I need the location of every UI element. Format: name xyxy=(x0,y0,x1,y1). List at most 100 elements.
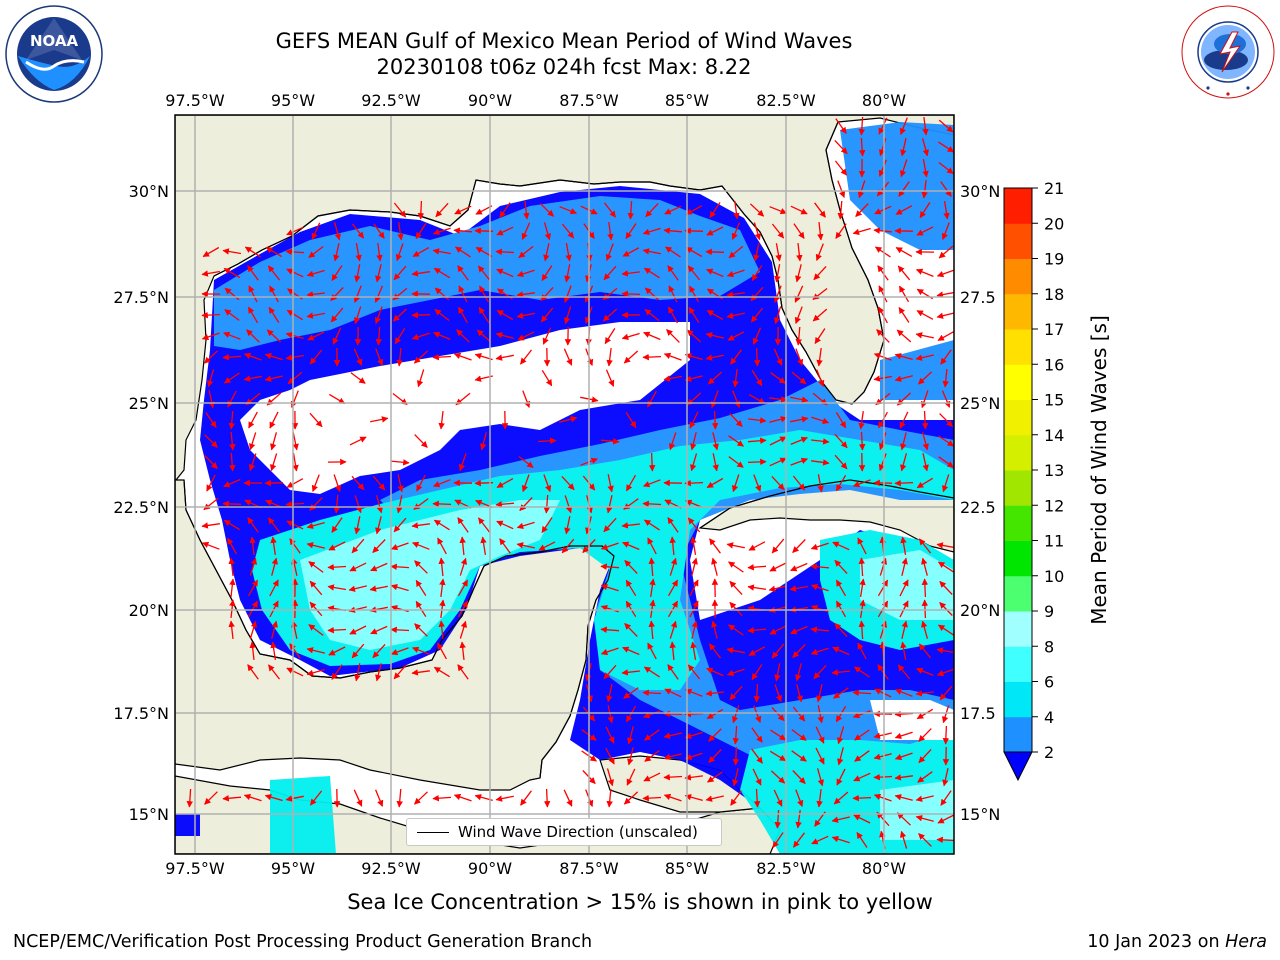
wind-wave-arrow xyxy=(773,789,783,807)
lat-label: 30°N xyxy=(129,182,169,201)
wind-wave-arrow xyxy=(832,646,850,656)
wind-wave-arrow xyxy=(604,328,616,345)
wind-wave-arrow xyxy=(438,557,445,577)
wind-wave-arrow xyxy=(831,835,850,844)
lat-label: 15°N xyxy=(960,805,1000,824)
wind-wave-arrow xyxy=(792,644,806,658)
wind-wave-arrow xyxy=(685,205,703,215)
wind-wave-arrow xyxy=(269,453,278,472)
wind-wave-arrow xyxy=(900,536,907,556)
wind-wave-arrow xyxy=(495,795,514,802)
wind-wave-arrow xyxy=(540,203,554,217)
wind-wave-arrow xyxy=(894,752,913,761)
wind-wave-arrow xyxy=(816,684,823,703)
wind-wave-arrow xyxy=(852,794,872,802)
wind-wave-arrow xyxy=(835,474,847,492)
wind-wave-arrow xyxy=(747,564,767,571)
wind-wave-arrow xyxy=(328,393,346,405)
wind-wave-arrow xyxy=(623,791,639,805)
wind-wave-arrow xyxy=(898,285,910,303)
wind-wave-arrow xyxy=(306,291,325,298)
lon-label: 80°W xyxy=(862,859,906,878)
wind-wave-arrow xyxy=(792,475,806,491)
wind-wave-arrow xyxy=(600,542,619,551)
wind-wave-arrow xyxy=(459,557,468,576)
wind-wave-arrow xyxy=(729,580,743,596)
lat-labels-right: 30°N 27.5 25°N 22.5 20°N 17.5 15°N xyxy=(960,182,1000,824)
wind-wave-arrow xyxy=(247,664,259,680)
wind-wave-arrow xyxy=(936,668,954,677)
wind-wave-arrow xyxy=(396,495,403,514)
wind-wave-arrow xyxy=(915,332,934,339)
wind-wave-arrow xyxy=(816,789,823,808)
wind-wave-arrow xyxy=(726,269,745,278)
wind-wave-arrow xyxy=(667,600,679,618)
wind-wave-arrow xyxy=(816,768,824,787)
wind-wave-arrow xyxy=(415,600,427,617)
wind-wave-arrow xyxy=(222,331,241,340)
wind-wave-arrow xyxy=(642,353,662,361)
wind-wave-arrow xyxy=(412,247,430,257)
wind-wave-arrow xyxy=(269,285,279,303)
lat-label: 17.5 xyxy=(960,704,996,723)
wind-wave-arrow xyxy=(268,306,280,323)
wind-wave-arrow xyxy=(731,474,740,493)
wind-wave-arrow xyxy=(732,725,740,745)
wind-wave-arrow xyxy=(374,285,384,303)
wind-wave-arrow xyxy=(248,453,257,472)
wind-wave-arrow xyxy=(690,536,697,556)
wind-wave-arrow xyxy=(753,788,761,808)
wind-wave-arrow xyxy=(731,222,741,240)
wind-wave-arrow xyxy=(432,500,452,508)
wind-wave-arrow xyxy=(414,434,428,448)
wind-wave-arrow xyxy=(835,118,847,134)
wind-wave-arrow xyxy=(877,579,889,597)
wind-wave-arrow xyxy=(353,306,362,325)
wind-wave-arrow xyxy=(773,306,782,325)
wind-wave-arrow xyxy=(711,410,719,430)
wind-wave-arrow xyxy=(306,312,326,319)
wind-wave-arrow xyxy=(415,579,427,596)
wind-wave-arrow xyxy=(901,620,908,639)
wind-wave-arrow xyxy=(543,243,550,262)
wind-wave-arrow xyxy=(223,478,241,488)
wind-wave-arrow xyxy=(688,306,700,323)
colorbar-tick-label: 6 xyxy=(1044,673,1054,692)
wind-wave-arrow xyxy=(413,350,429,364)
wind-wave-arrow xyxy=(521,474,530,493)
wind-wave-arrow xyxy=(752,768,762,786)
wind-wave-arrow xyxy=(748,417,767,424)
wind-wave-arrow xyxy=(607,474,614,493)
wind-wave-arrow xyxy=(938,456,954,468)
wind-wave-arrow xyxy=(390,626,410,634)
colorbar-tick-label: 16 xyxy=(1044,355,1064,374)
wind-wave-arrow xyxy=(457,517,469,533)
wind-wave-arrow xyxy=(853,772,871,782)
wind-wave-arrow xyxy=(439,599,446,618)
wind-wave-arrow xyxy=(411,332,430,341)
wind-wave-arrow xyxy=(457,579,469,597)
footer-date: 10 Jan 2023 on Hera xyxy=(1087,932,1267,952)
wind-wave-arrow xyxy=(685,246,703,258)
wind-wave-arrow xyxy=(666,329,680,343)
wind-wave-arrow xyxy=(711,557,718,576)
wind-wave-arrow xyxy=(606,684,613,703)
wind-wave-arrow xyxy=(621,669,640,676)
wind-wave-arrow xyxy=(917,771,933,783)
wind-wave-arrow xyxy=(477,265,491,281)
wind-wave-arrow xyxy=(916,708,934,720)
wind-wave-arrow xyxy=(621,332,640,340)
wind-wave-arrow xyxy=(879,620,888,639)
wind-wave-arrow xyxy=(286,478,304,488)
wind-wave-arrow xyxy=(351,475,365,491)
wind-wave-arrow xyxy=(669,557,678,576)
wind-wave-arrow xyxy=(370,625,388,635)
colorbar-tick-label: 10 xyxy=(1044,567,1064,586)
lon-label: 95°W xyxy=(271,859,315,878)
wind-wave-arrow xyxy=(643,519,660,531)
wind-wave-arrow xyxy=(438,411,445,430)
wind-wave-arrow xyxy=(858,620,866,640)
lon-label: 85°W xyxy=(665,91,709,110)
wind-wave-arrow xyxy=(769,750,787,762)
wind-wave-arrow xyxy=(222,500,242,508)
